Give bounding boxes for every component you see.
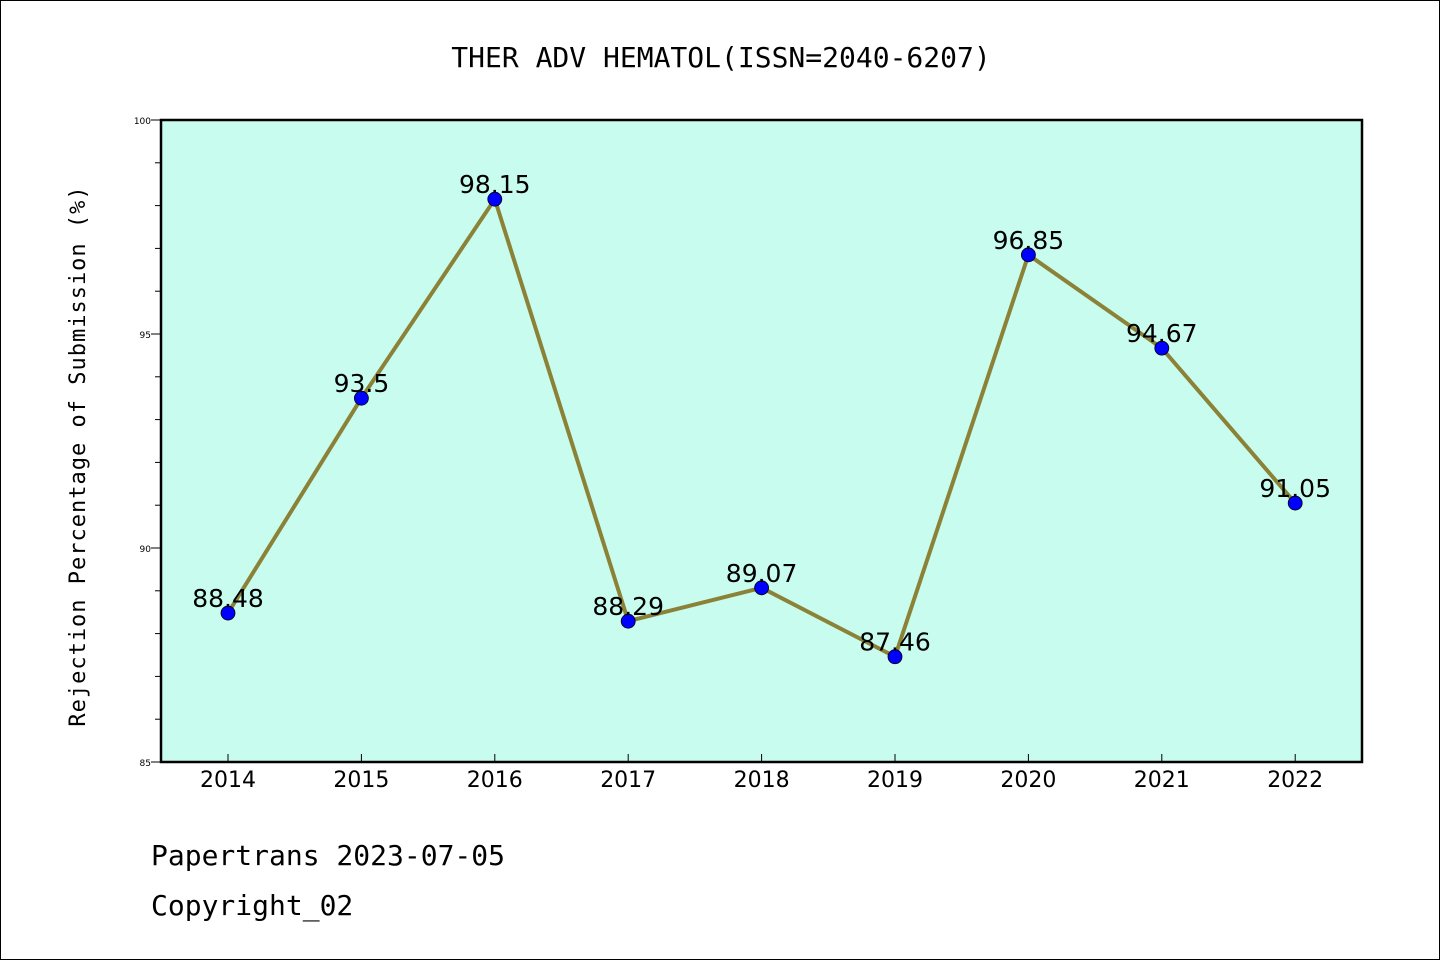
- x-tick-label: 2015: [333, 768, 389, 793]
- data-point: [220, 605, 236, 621]
- data-label: 96.85: [993, 226, 1065, 255]
- data-label: 91.05: [1259, 474, 1331, 503]
- plot-area: [161, 120, 1362, 762]
- footer-date: Papertrans 2023-07-05: [151, 839, 505, 872]
- data-label: 98.15: [459, 170, 531, 199]
- data-label: 87.46: [859, 628, 931, 657]
- data-point: [620, 613, 636, 629]
- plot-border: [159, 118, 1364, 764]
- x-tick-label: 2017: [600, 768, 656, 793]
- data-label: 94.67: [1126, 319, 1198, 348]
- footer-copyright: Copyright_02: [151, 889, 353, 923]
- x-tick-label: 2021: [1134, 768, 1190, 793]
- x-tick-label: 2020: [1000, 768, 1056, 793]
- data-point: [1287, 495, 1303, 511]
- data-label: 88.29: [592, 592, 664, 621]
- data-point: [353, 390, 369, 406]
- x-tick-label: 2019: [867, 768, 923, 793]
- y-axis-label: Rejection Percentage of Submission (%): [66, 185, 91, 726]
- data-point: [1021, 247, 1036, 263]
- series-group: [220, 191, 1303, 665]
- y-tick-label: 85: [140, 759, 151, 769]
- data-label: 93.5: [334, 369, 390, 398]
- y-tick-label: 90: [140, 545, 152, 555]
- data-label: 89.07: [726, 559, 798, 588]
- data-point: [754, 580, 769, 596]
- data-point: [487, 191, 503, 207]
- x-tick-label: 2022: [1267, 768, 1323, 793]
- data-labels: 88.48 93.5 98.15 88.29 89.07 87.46 96.85 94.67 9…: [192, 170, 1331, 657]
- x-tick-label: 2016: [467, 768, 523, 793]
- x-tick-label: 2014: [200, 768, 256, 793]
- y-tick-label: 100: [134, 117, 151, 127]
- data-label: 88.48: [192, 584, 264, 613]
- y-tick-label: 95: [140, 331, 151, 341]
- x-tick-label: 2018: [734, 768, 790, 793]
- axis-ticks: 85 90 95 100 2014 2015 2016 2017 2018 2019 2020 202…: [134, 117, 1323, 793]
- data-point: [887, 649, 903, 665]
- data-point: [1154, 340, 1170, 356]
- chart-title: THER ADV HEMATOL(ISSN=2040-6207): [451, 41, 990, 74]
